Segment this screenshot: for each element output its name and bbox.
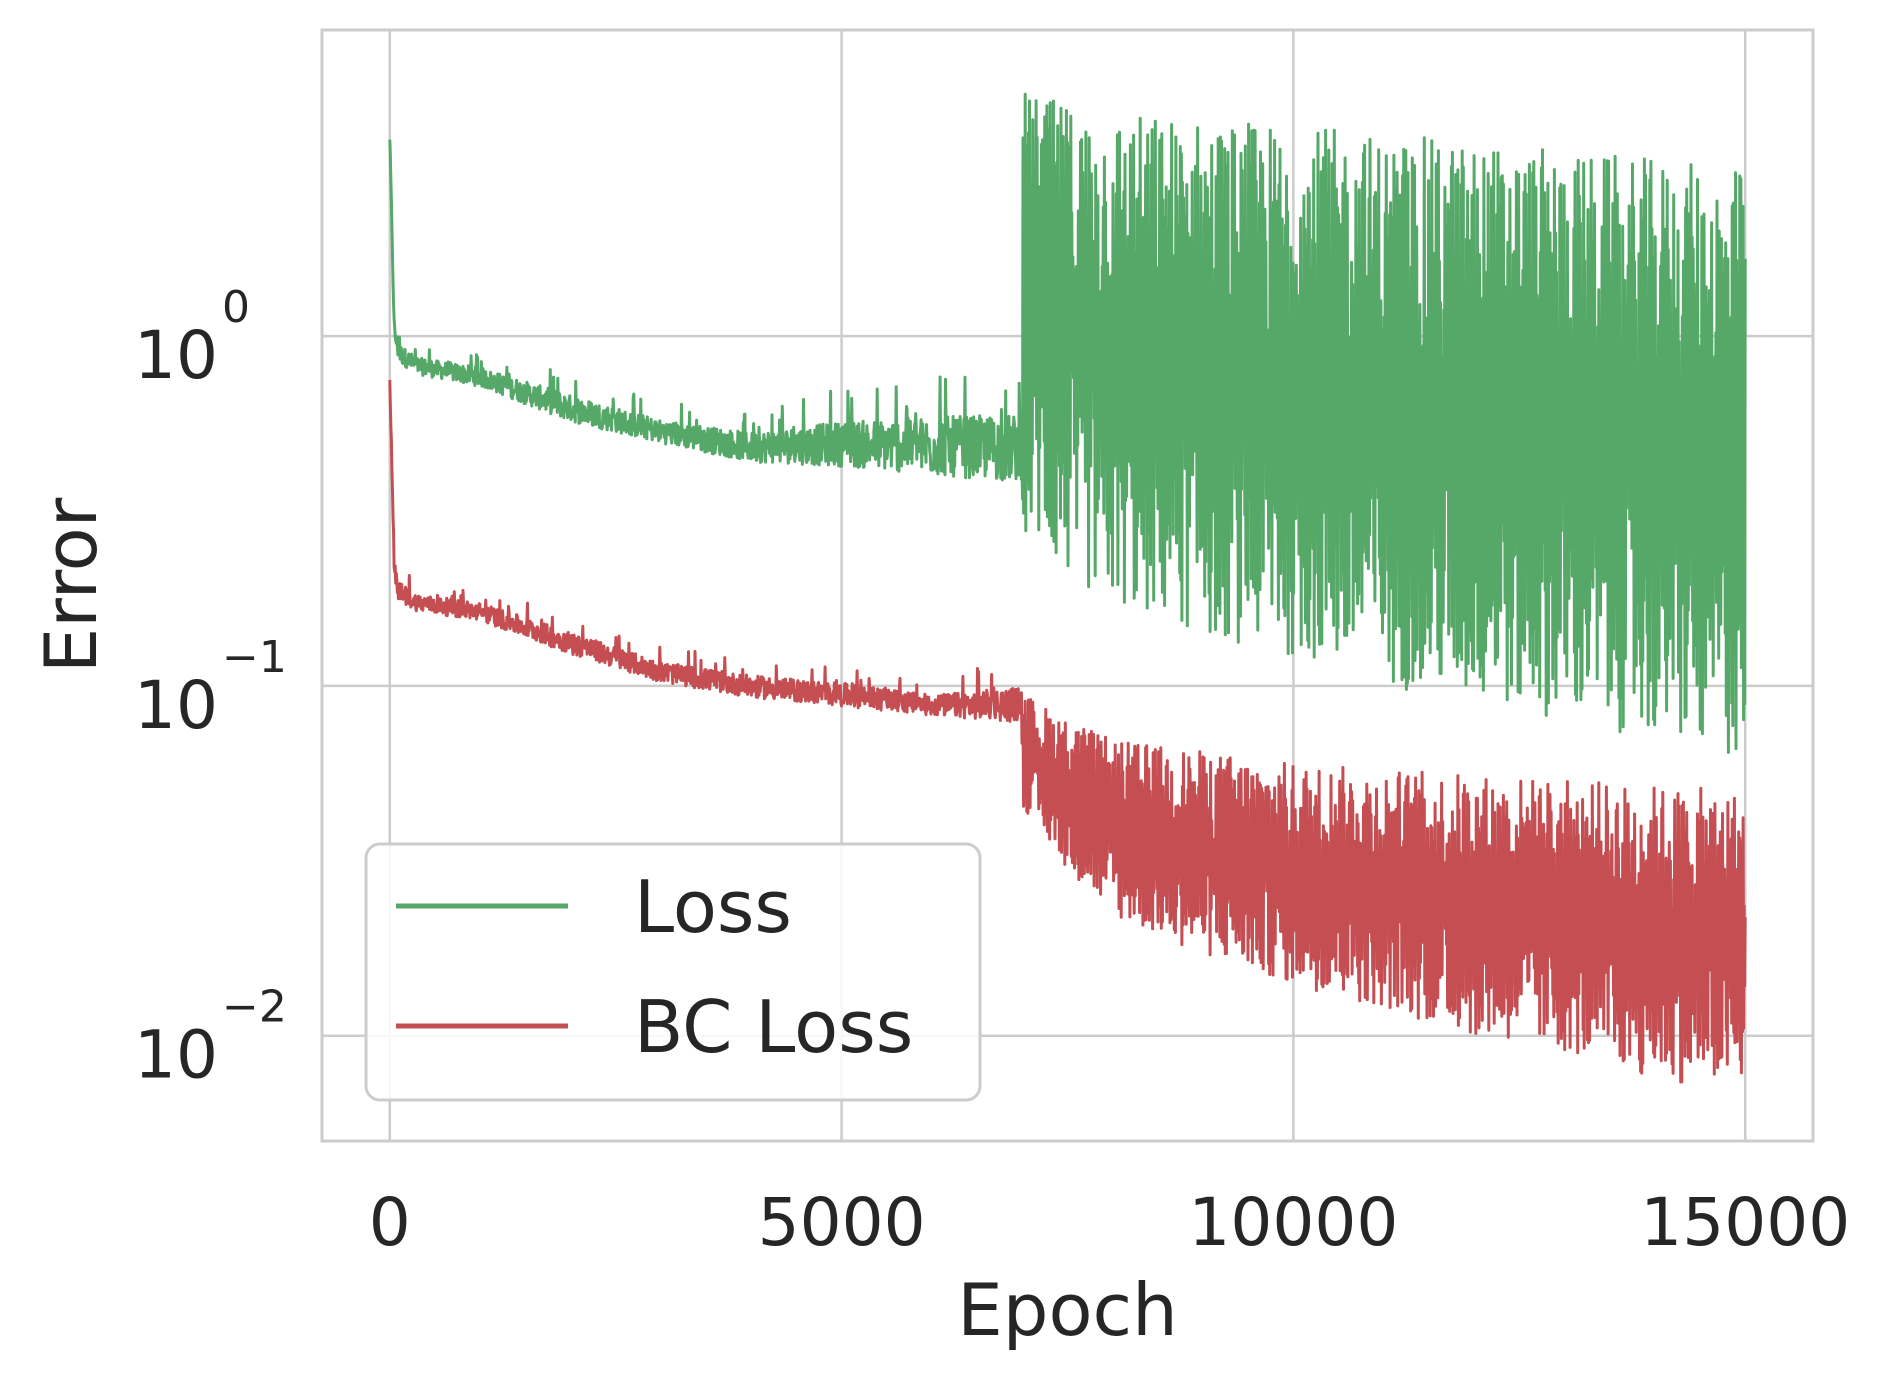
legend-label-bc-loss: BC Loss [634,985,913,1069]
y-tick-label: 100 [134,282,250,394]
y-tick-label: 10−1 [134,632,287,744]
y-tick-label: 10−2 [134,982,287,1094]
x-axis-label: Epoch [957,1268,1177,1352]
legend-label-loss: Loss [634,865,792,949]
x-tick-label: 0 [369,1184,411,1261]
y-tick-exponent: −1 [222,632,287,683]
y-tick-base: 10 [134,317,218,394]
plot-frame [320,28,1815,1143]
legend: Loss BC Loss [364,842,982,1102]
y-axis-label: Error [29,497,113,673]
series-layer [388,92,1747,1084]
x-axis-ticks: 0 5000 10000 15000 [369,1184,1850,1261]
y-tick-exponent: −2 [222,982,287,1033]
y-tick-base: 10 [134,667,218,744]
y-tick-base: 10 [134,1017,218,1094]
y-tick-exponent: 0 [222,282,250,333]
x-tick-label: 15000 [1640,1184,1850,1261]
series-line-bc-loss [388,379,1747,1084]
x-tick-label: 5000 [758,1184,926,1261]
x-tick-label: 10000 [1188,1184,1398,1261]
series-line-loss [388,92,1747,754]
